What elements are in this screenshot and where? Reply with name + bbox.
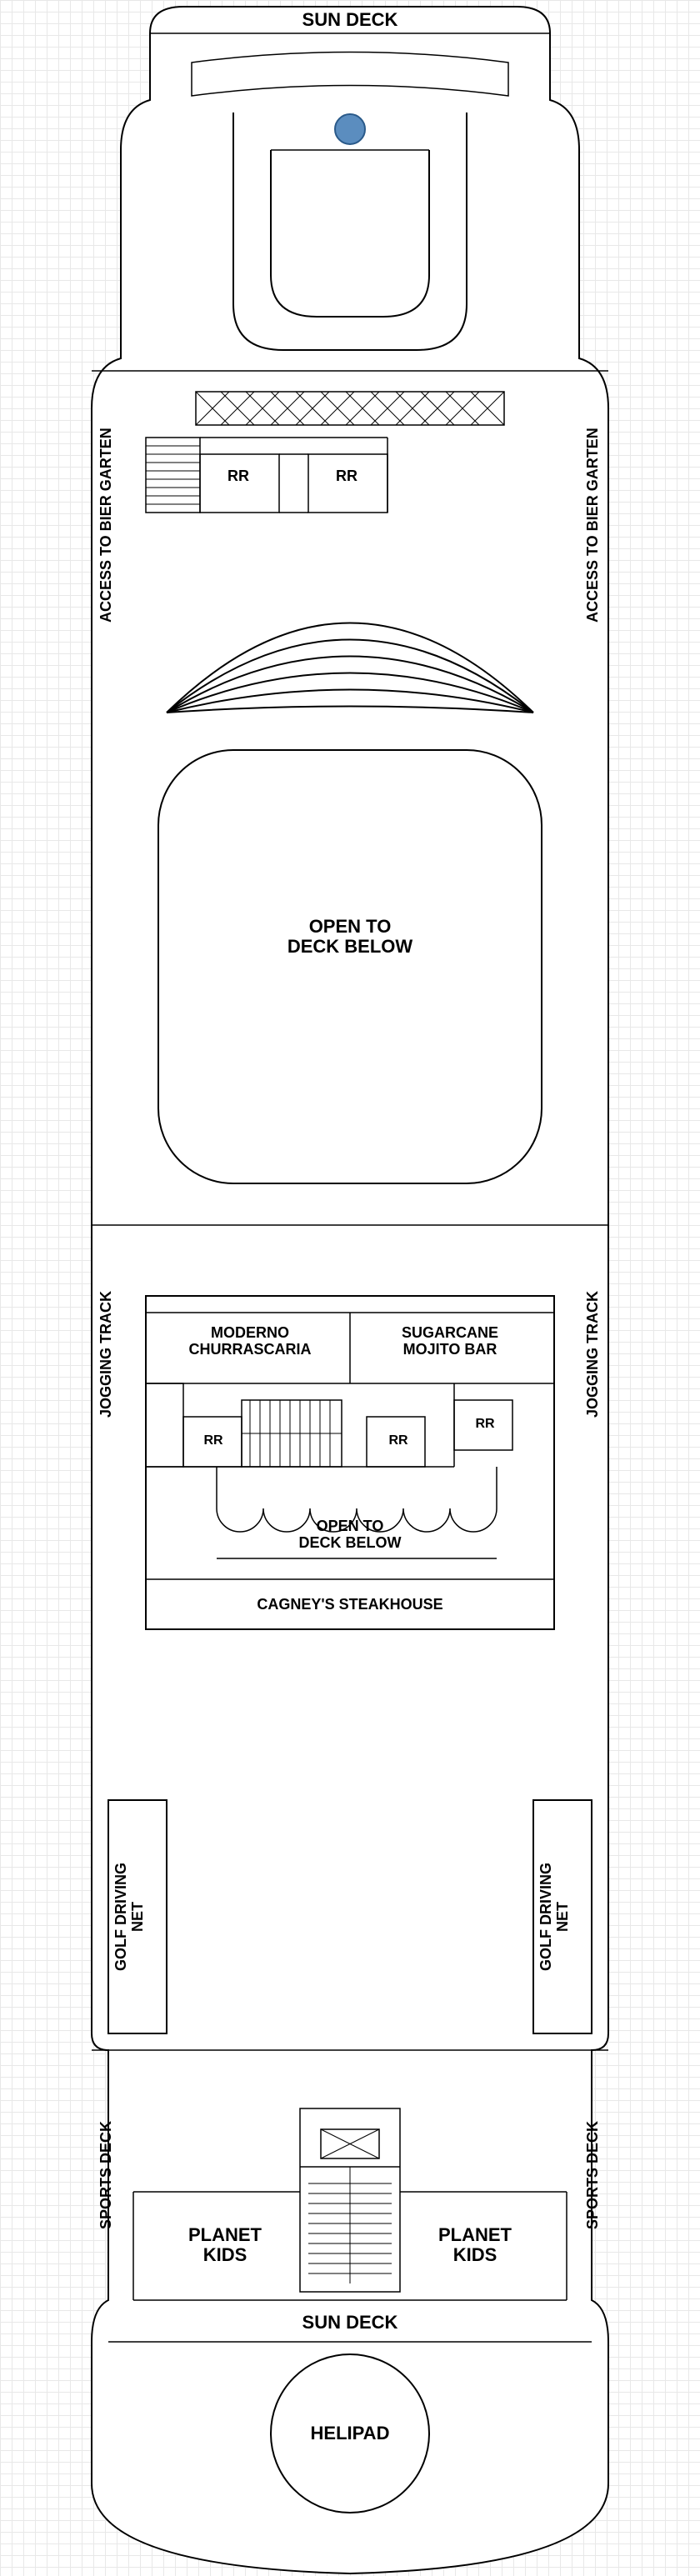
label-planet-kids-right: PLANET KIDS	[408, 2225, 542, 2265]
label-golf-left: GOLF DRIVING NET	[113, 1808, 147, 2025]
label-cagneys: CAGNEY'S STEAKHOUSE	[217, 1597, 483, 1613]
label-sports-right: SPORTS DECK	[585, 2075, 602, 2275]
label-bier-garten-right: ACCESS TO BIER GARTEN	[585, 392, 602, 658]
label-sugarcane: SUGARCANE MOJITO BAR	[358, 1325, 542, 1358]
label-rr-1: RR	[222, 468, 255, 485]
label-sports-left: SPORTS DECK	[98, 2075, 115, 2275]
label-jogging-right: JOGGING TRACK	[585, 1233, 602, 1475]
label-rr-2: RR	[330, 468, 363, 485]
label-helipad: HELIPAD	[308, 2423, 392, 2443]
ship-deck-plan: SUN DECK ACCESS TO BIER GARTEN ACCESS TO…	[67, 0, 633, 2576]
feature-marker	[335, 114, 365, 144]
label-golf-right: GOLF DRIVING NET	[538, 1808, 572, 2025]
label-sun-deck-bottom: SUN DECK	[283, 2313, 417, 2333]
label-moderno: MODERNO CHURRASCARIA	[158, 1325, 342, 1358]
label-jogging-left: JOGGING TRACK	[98, 1233, 115, 1475]
label-bier-garten-left: ACCESS TO BIER GARTEN	[98, 392, 115, 658]
label-sun-deck-top: SUN DECK	[283, 10, 417, 30]
label-open-below-2: OPEN TO DECK BELOW	[275, 1518, 425, 1552]
label-rr-3: RR	[197, 1433, 230, 1448]
deck-outline-svg	[67, 0, 633, 2576]
label-open-below-1: OPEN TO DECK BELOW	[267, 917, 433, 957]
label-rr-4: RR	[382, 1433, 415, 1448]
label-rr-5: RR	[468, 1417, 502, 1432]
label-planet-kids-left: PLANET KIDS	[158, 2225, 292, 2265]
